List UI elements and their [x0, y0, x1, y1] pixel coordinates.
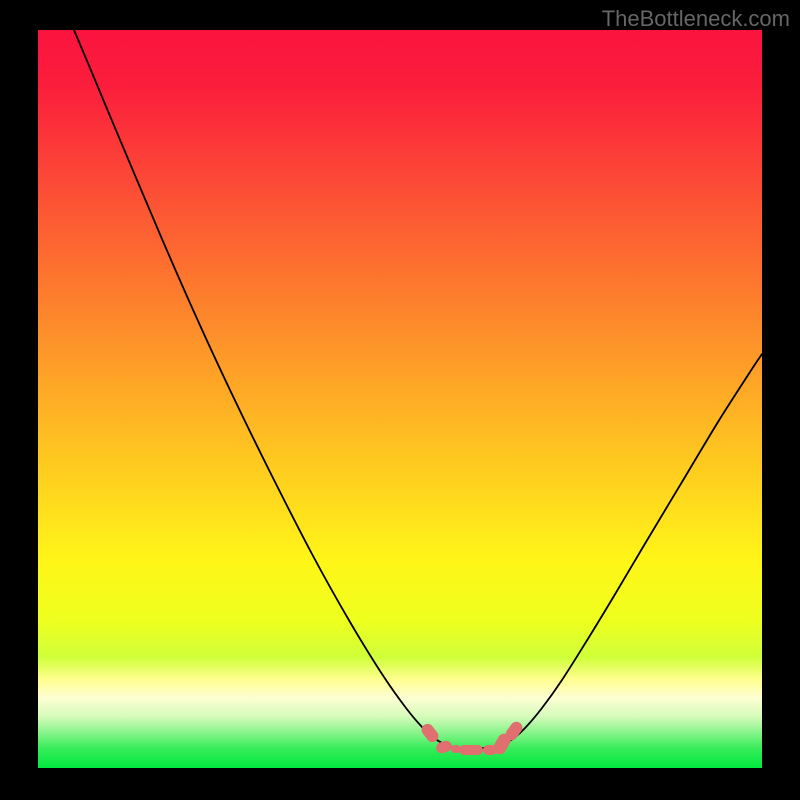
bottleneck-chart-svg — [0, 0, 800, 800]
plot-gradient-rect — [38, 30, 762, 768]
curve-marker — [459, 745, 483, 755]
attribution-text: TheBottleneck.com — [602, 6, 790, 32]
plot-area-group — [38, 30, 762, 768]
chart-root: TheBottleneck.com — [0, 0, 800, 800]
